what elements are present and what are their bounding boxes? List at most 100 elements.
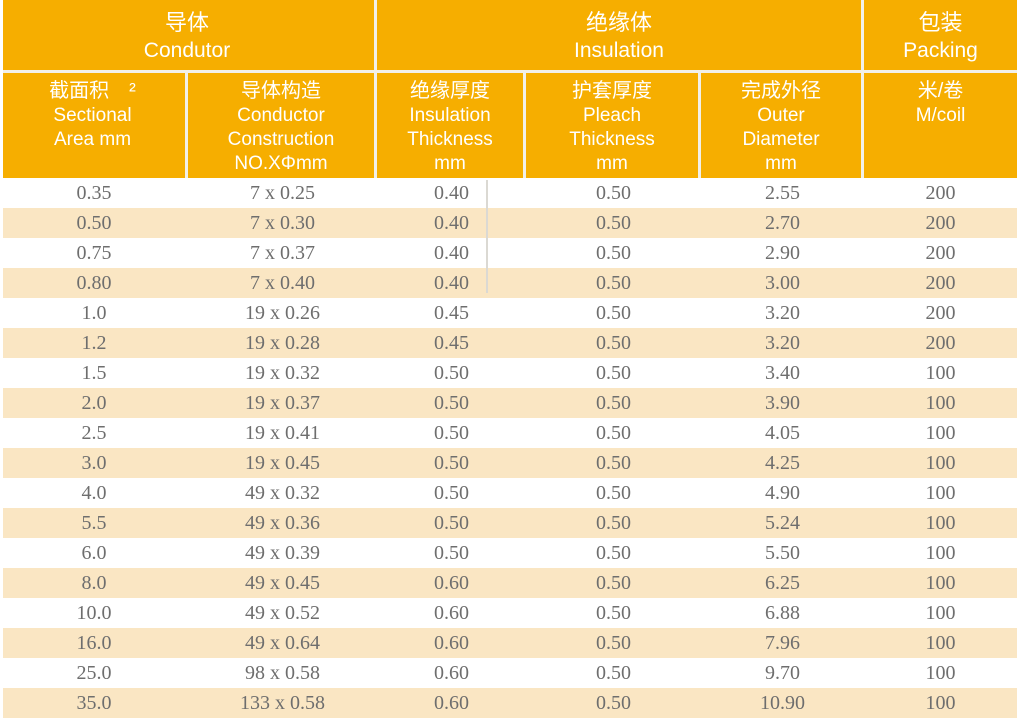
table-cell-m-per-coil: 100 — [925, 572, 956, 594]
table-cell-outer-diameter: 2.55 — [765, 182, 800, 204]
table-cell-outer-diameter: 6.88 — [765, 602, 800, 624]
table-cell-m-per-coil: 100 — [925, 422, 956, 444]
col-header-pleach-thickness-line: 护套厚度 — [572, 80, 652, 102]
header-group-conductor-en: Condutor — [143, 38, 231, 62]
table-cell-insulation-thickness: 0.50 — [434, 542, 469, 564]
table-cell-sectional-area: 0.75 — [76, 242, 112, 264]
table-cell-outer-diameter: 9.70 — [765, 662, 800, 684]
table-cell-insulation-thickness: 0.40 — [434, 242, 469, 264]
table-cell-conductor-construction: 19 x 0.37 — [245, 392, 320, 414]
table-cell-conductor-construction: 49 x 0.52 — [245, 602, 320, 624]
table-row: 3.0 19 x 0.45 0.50 0.50 4.25 100 — [0, 448, 1017, 478]
table-cell-sectional-area: 4.0 — [81, 482, 107, 504]
table-cell-pleach-thickness: 0.50 — [596, 272, 631, 294]
table-cell-insulation-thickness: 0.40 — [434, 212, 469, 234]
table-cell-outer-diameter: 5.24 — [765, 512, 800, 534]
table-cell-m-per-coil: 200 — [925, 302, 956, 324]
table-cell-sectional-area: 1.5 — [81, 362, 107, 384]
table-cell-pleach-thickness: 0.50 — [596, 602, 631, 624]
header-group-row: 导体 Condutor 绝缘体 Insulation 包装 Packing — [0, 0, 1017, 70]
bottom-edge-margin — [0, 718, 1017, 722]
table-cell-pleach-thickness: 0.50 — [596, 482, 631, 504]
table-cell-sectional-area: 2.5 — [81, 422, 107, 444]
table-row: 0.35 7 x 0.25 0.40 0.50 2.55 200 — [0, 178, 1017, 208]
table-cell-sectional-area: 0.80 — [76, 272, 112, 294]
table-cell-insulation-thickness: 0.50 — [434, 422, 469, 444]
table-row: 10.0 49 x 0.52 0.60 0.50 6.88 100 — [0, 598, 1017, 628]
table-cell-insulation-thickness: 0.60 — [434, 662, 469, 684]
table-cell-pleach-thickness: 0.50 — [596, 212, 631, 234]
table-row: 4.0 49 x 0.32 0.50 0.50 4.90 100 — [0, 478, 1017, 508]
header-column-row: 截面积 ² Sectional Area mm 导体构造 Conductor Constr… — [0, 73, 1017, 178]
table-row: 1.2 19 x 0.28 0.45 0.50 3.20 200 — [0, 328, 1017, 358]
col-header-conductor-construction: 导体构造 Conductor Construction NO.XΦmm — [188, 73, 377, 178]
header-group-insulation-zh: 绝缘体 — [585, 9, 652, 35]
table-body: 0.35 7 x 0.25 0.40 0.50 2.55 200 0.50 7 x 0.30 0… — [0, 178, 1017, 718]
table-cell-pleach-thickness: 0.50 — [596, 662, 631, 684]
col-header-m-per-coil-line: M/coil — [915, 105, 966, 126]
table-cell-m-per-coil: 200 — [925, 242, 956, 264]
table-cell-pleach-thickness: 0.50 — [596, 512, 631, 534]
table-row: 0.50 7 x 0.30 0.40 0.50 2.70 200 — [0, 208, 1017, 238]
table-cell-outer-diameter: 10.90 — [760, 692, 805, 714]
table-cell-sectional-area: 35.0 — [76, 692, 112, 714]
table-cell-conductor-construction: 49 x 0.64 — [245, 632, 320, 654]
left-edge-margin — [0, 0, 3, 722]
table-cell-pleach-thickness: 0.50 — [596, 392, 631, 414]
col-header-m-per-coil-line: 米/卷 — [917, 80, 964, 102]
table-cell-m-per-coil: 200 — [925, 332, 956, 354]
table-cell-pleach-thickness: 0.50 — [596, 542, 631, 564]
col-header-sectional-area-line: 截面积 ² — [49, 80, 136, 102]
table-cell-conductor-construction: 7 x 0.40 — [250, 272, 315, 294]
col-header-pleach-thickness: 护套厚度 Pleach Thickness mm — [526, 73, 701, 178]
col-header-conductor-construction-line: NO.XΦmm — [234, 153, 328, 174]
col-header-conductor-construction-line: Construction — [227, 129, 335, 150]
table-cell-conductor-construction: 19 x 0.41 — [245, 422, 320, 444]
table-cell-pleach-thickness: 0.50 — [596, 332, 631, 354]
table-cell-m-per-coil: 200 — [925, 182, 956, 204]
table-cell-pleach-thickness: 0.50 — [596, 242, 631, 264]
table-cell-conductor-construction: 19 x 0.32 — [245, 362, 320, 384]
table-cell-conductor-construction: 7 x 0.25 — [250, 182, 315, 204]
table-cell-outer-diameter: 3.40 — [765, 362, 800, 384]
header-row-divider — [0, 70, 1017, 73]
col-header-outer-diameter-line: mm — [765, 153, 797, 174]
table-cell-conductor-construction: 19 x 0.26 — [245, 302, 320, 324]
table-cell-outer-diameter: 3.00 — [765, 272, 800, 294]
table-cell-pleach-thickness: 0.50 — [596, 572, 631, 594]
table-cell-outer-diameter: 7.96 — [765, 632, 800, 654]
table-cell-pleach-thickness: 0.50 — [596, 422, 631, 444]
table-header: 导体 Condutor 绝缘体 Insulation 包装 Packing 截面… — [0, 0, 1017, 178]
table-cell-outer-diameter: 3.90 — [765, 392, 800, 414]
table-cell-conductor-construction: 7 x 0.37 — [250, 242, 315, 264]
header-group-insulation-en: Insulation — [574, 38, 664, 62]
table-cell-m-per-coil: 100 — [925, 602, 956, 624]
table-row: 0.75 7 x 0.37 0.40 0.50 2.90 200 — [0, 238, 1017, 268]
table-cell-m-per-coil: 100 — [925, 512, 956, 534]
table-row: 5.5 49 x 0.36 0.50 0.50 5.24 100 — [0, 508, 1017, 538]
table-cell-conductor-construction: 19 x 0.45 — [245, 452, 320, 474]
table-row: 1.0 19 x 0.26 0.45 0.50 3.20 200 — [0, 298, 1017, 328]
table-cell-insulation-thickness: 0.45 — [434, 332, 469, 354]
table-cell-pleach-thickness: 0.50 — [596, 182, 631, 204]
table-cell-conductor-construction: 98 x 0.58 — [245, 662, 320, 684]
table-cell-conductor-construction: 49 x 0.32 — [245, 482, 320, 504]
table-row: 25.0 98 x 0.58 0.60 0.50 9.70 100 — [0, 658, 1017, 688]
table-cell-m-per-coil: 100 — [925, 542, 956, 564]
col-header-pleach-thickness-line: Pleach — [582, 105, 642, 126]
table-cell-pleach-thickness: 0.50 — [596, 302, 631, 324]
table-cell-m-per-coil: 100 — [925, 482, 956, 504]
table-cell-conductor-construction: 49 x 0.36 — [245, 512, 320, 534]
table-cell-insulation-thickness: 0.50 — [434, 452, 469, 474]
table-cell-sectional-area: 1.2 — [81, 332, 107, 354]
header-group-conductor-zh: 导体 — [164, 9, 209, 35]
col-header-m-per-coil: 米/卷 M/coil — [864, 73, 1017, 178]
table-cell-outer-diameter: 2.90 — [765, 242, 800, 264]
table-cell-insulation-thickness: 0.60 — [434, 632, 469, 654]
table-row: 0.80 7 x 0.40 0.40 0.50 3.00 200 — [0, 268, 1017, 298]
col-header-outer-diameter-line: 完成外径 — [741, 80, 821, 102]
table-row: 1.5 19 x 0.32 0.50 0.50 3.40 100 — [0, 358, 1017, 388]
table-cell-sectional-area: 0.50 — [76, 212, 112, 234]
scan-artifact-line — [486, 180, 488, 293]
table-cell-sectional-area: 3.0 — [81, 452, 107, 474]
